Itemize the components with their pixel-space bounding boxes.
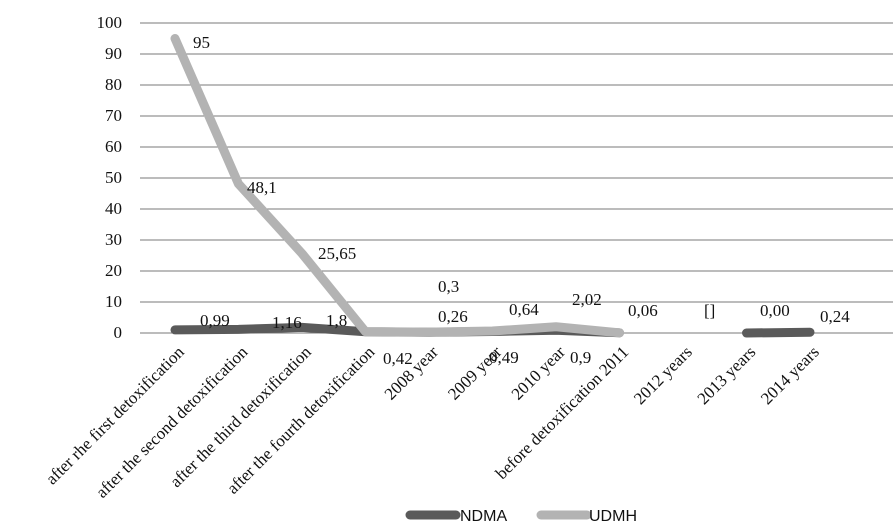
data-label-ndma: 0,24 — [820, 307, 850, 326]
data-label-ndma: 0,00 — [760, 301, 790, 320]
legend: NDMA UDMH — [405, 508, 637, 525]
x-tick-label: 2012 years — [630, 342, 696, 408]
data-label-ndma: 1,16 — [272, 313, 302, 332]
data-label-udmh: 0,3 — [438, 277, 459, 296]
y-tick-label: 90 — [105, 44, 122, 63]
y-tick-label: 70 — [105, 106, 122, 125]
data-label-ndma: 0,42 — [383, 349, 413, 368]
y-tick-label: 10 — [105, 292, 122, 311]
data-label-udmh: 0,64 — [509, 300, 539, 319]
data-label-ndma: 0,06 — [628, 301, 658, 320]
y-tick-label: 30 — [105, 230, 122, 249]
legend-label-udmh: UDMH — [589, 508, 637, 525]
y-tick-label: 100 — [97, 13, 123, 32]
data-label-udmh: 95 — [193, 33, 210, 52]
y-tick-label: 40 — [105, 199, 122, 218]
y-axis: 0 10 20 30 40 50 60 70 80 90 100 — [97, 13, 123, 342]
series-line-udmh — [170, 34, 624, 338]
data-label-ndma: 0,49 — [489, 348, 519, 367]
y-tick-label: 20 — [105, 261, 122, 280]
series-lines — [170, 34, 815, 338]
x-tick-label: 2014 years — [757, 342, 823, 408]
data-label-udmh: 2,02 — [572, 290, 602, 309]
x-tick-label: 2013 years — [693, 342, 759, 408]
data-label-udmh: 25,65 — [318, 244, 356, 263]
data-labels: 0,99 1,16 1,8 0,42 0,26 0,49 0,9 0,06 [] 0,00 0,24… — [193, 33, 850, 368]
y-tick-label: 60 — [105, 137, 122, 156]
data-label-ndma: 0,99 — [200, 311, 230, 330]
series-line-ndma — [742, 327, 815, 338]
gridlines — [140, 22, 893, 334]
data-label-ndma: 0,9 — [570, 348, 591, 367]
data-label-ndma: [] — [704, 301, 715, 320]
legend-label-ndma: NDMA — [460, 508, 507, 525]
y-tick-label: 80 — [105, 75, 122, 94]
data-label-ndma: 0,26 — [438, 307, 468, 326]
data-label-ndma: 1,8 — [326, 311, 347, 330]
y-tick-label: 50 — [105, 168, 122, 187]
data-label-udmh: 48,1 — [247, 178, 277, 197]
y-tick-label: 0 — [114, 323, 123, 342]
